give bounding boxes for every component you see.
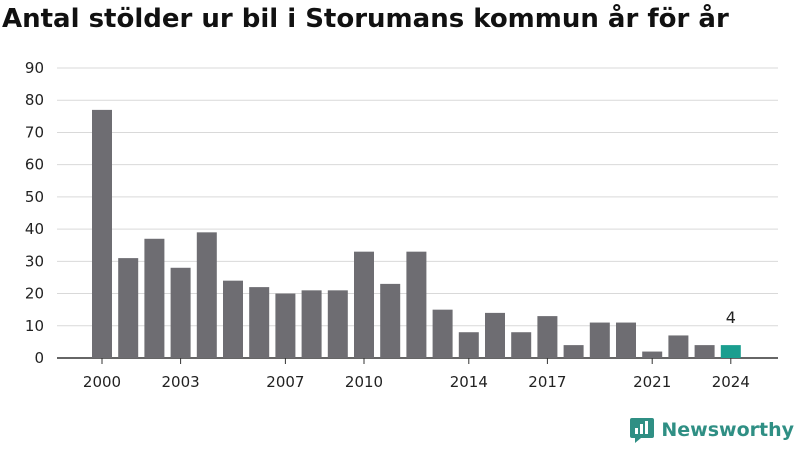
bar	[537, 316, 558, 358]
x-tick-label: 2014	[450, 373, 488, 391]
bar	[144, 238, 165, 358]
bar	[380, 283, 401, 358]
bar	[589, 322, 610, 358]
bar	[720, 345, 741, 358]
x-axis-ticks: 2000 2003 2007 2010 2014 2017 2021 2024	[83, 358, 750, 391]
bar	[668, 335, 689, 358]
bar	[563, 345, 584, 358]
bar	[118, 258, 139, 358]
data-labels: 4	[726, 308, 736, 327]
y-tick-label: 90	[25, 59, 44, 77]
bar	[275, 293, 296, 358]
newsworthy-logo: Newsworthy	[629, 416, 794, 444]
y-tick-label: 40	[25, 220, 44, 238]
y-tick-label: 10	[25, 317, 44, 335]
bar	[301, 290, 322, 358]
x-tick-label: 2007	[266, 373, 304, 391]
bar	[485, 312, 505, 358]
bar	[354, 251, 374, 358]
bar	[170, 267, 191, 358]
brand-name: Newsworthy	[661, 419, 794, 441]
x-tick-label: 2010	[345, 373, 383, 391]
newsworthy-logo-icon	[630, 418, 655, 443]
bar	[616, 322, 636, 358]
y-tick-label: 20	[25, 285, 44, 303]
y-tick-label: 80	[25, 91, 44, 109]
x-tick-label: 2000	[83, 373, 121, 391]
x-tick-label: 2021	[633, 373, 671, 391]
data-label: 4	[726, 308, 736, 327]
y-tick-label: 50	[25, 188, 44, 206]
y-tick-label: 30	[25, 252, 44, 270]
bar	[196, 232, 217, 358]
y-axis-ticks: 0 10 20 30 40 50 60 70 80 90	[25, 59, 44, 367]
bar	[327, 290, 348, 358]
x-tick-label: 2017	[528, 373, 566, 391]
bar	[458, 332, 479, 358]
y-tick-label: 70	[25, 123, 44, 141]
bar	[642, 351, 663, 358]
y-tick-label: 0	[34, 349, 44, 367]
bar	[406, 251, 427, 358]
chart-title: Antal stölder ur bil i Storumans kommun …	[2, 4, 729, 34]
bar	[92, 109, 112, 358]
x-tick-label: 2003	[162, 373, 200, 391]
bar	[511, 332, 532, 358]
x-tick-label: 2024	[712, 373, 750, 391]
bar	[432, 309, 453, 358]
y-tick-label: 60	[25, 156, 44, 174]
bar	[694, 345, 715, 358]
bar	[223, 280, 243, 358]
bar	[249, 287, 270, 358]
bars	[92, 109, 741, 358]
